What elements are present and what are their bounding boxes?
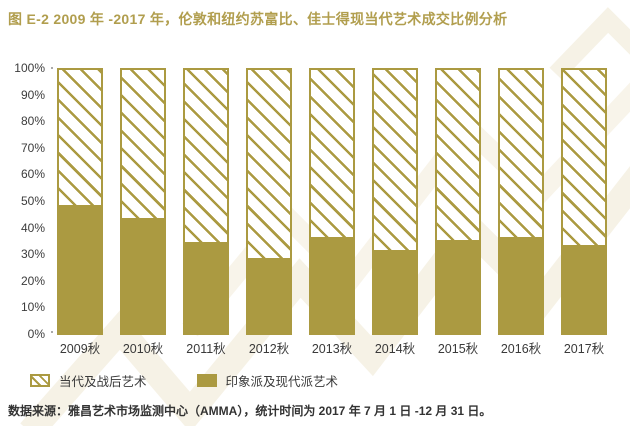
- y-axis-tick-label: 20%: [20, 273, 45, 288]
- bar-segment-hatched: [372, 68, 418, 252]
- y-axis-tick-label: 0%: [27, 327, 45, 341]
- bar-segment-solid: [435, 242, 481, 335]
- bar-segment-solid: [57, 207, 103, 335]
- bar-segment-hatched: [309, 68, 355, 239]
- y-axis-tick-label: 100%: [14, 61, 45, 75]
- y-axis-tick-label: 70%: [20, 140, 45, 155]
- legend-item-impressionist: 印象派及现代派艺术: [196, 371, 339, 390]
- y-axis-tick-label: 30%: [20, 247, 45, 262]
- bar-segment-solid: [561, 247, 607, 335]
- bar-segment-hatched: [246, 68, 292, 260]
- bar-segment-solid: [183, 244, 229, 335]
- bar-segment-hatched: [120, 68, 166, 220]
- bar-segment-hatched: [183, 68, 229, 244]
- chart-title: 图 E-2 2009 年 -2017 年，伦敦和纽约苏富比、佳士得现当代艺术成交…: [8, 11, 508, 27]
- legend-label: 当代及战后艺术: [59, 375, 147, 389]
- bar-segment-solid: [498, 239, 544, 335]
- x-axis-label: 2014秋: [374, 342, 416, 356]
- legend: 当代及战后艺术 印象派及现代派艺术: [30, 371, 338, 390]
- y-axis-tick-label: 10%: [20, 300, 45, 315]
- legend-label: 印象派及现代派艺术: [225, 375, 339, 389]
- x-axis-label: 2010秋: [122, 342, 164, 356]
- x-axis-label: 2017秋: [563, 342, 605, 356]
- y-axis-tick-label: 90%: [20, 87, 45, 102]
- bar-segment-solid: [120, 220, 166, 335]
- y-axis-tick-label: 50%: [20, 194, 45, 208]
- bar-segment-hatched: [561, 68, 607, 247]
- y-axis-tick: [51, 67, 53, 69]
- bar-2010秋: [120, 68, 166, 335]
- plot-area: [55, 68, 623, 335]
- bar-2011秋: [183, 68, 229, 335]
- hatched-swatch-icon: [30, 374, 50, 387]
- y-axis: 100% 90% 80% 70% 60% 50% 40% 30% 20% 10% 0%: [0, 62, 45, 340]
- bar-segment-solid: [246, 260, 292, 335]
- bar-segment-hatched: [498, 68, 544, 239]
- bar-2017秋: [561, 68, 607, 335]
- bar-2012秋: [246, 68, 292, 335]
- bar-segment-solid: [309, 239, 355, 335]
- x-axis-label: 2016秋: [500, 342, 542, 356]
- x-axis-label: 2011秋: [186, 342, 226, 356]
- y-axis-tick-label: 60%: [20, 167, 45, 182]
- bar-2009秋: [57, 68, 103, 335]
- bar-segment-solid: [372, 252, 418, 335]
- bar-2014秋: [372, 68, 418, 335]
- bar-segment-hatched: [435, 68, 481, 242]
- bar-2016秋: [498, 68, 544, 335]
- x-axis-label: 2012秋: [248, 342, 290, 356]
- y-axis-tick: [51, 331, 53, 333]
- bar-2015秋: [435, 68, 481, 335]
- bar-2013秋: [309, 68, 355, 335]
- solid-swatch-icon: [196, 374, 217, 387]
- x-axis: 2009秋 2010秋 2011秋 2012秋 2013秋 2014秋 2015秋 2016秋…: [55, 343, 623, 359]
- x-axis-label: 2009秋: [59, 342, 101, 356]
- x-axis-label: 2015秋: [437, 342, 479, 356]
- y-axis-tick-label: 80%: [20, 114, 45, 129]
- bar-segment-hatched: [57, 68, 103, 207]
- source-note: 数据来源：雅昌艺术市场监测中心（AMMA），统计时间为 2017 年 7 月 1…: [8, 404, 492, 418]
- y-axis-tick-label: 40%: [20, 220, 45, 235]
- legend-item-contemporary: 当代及战后艺术: [30, 371, 147, 390]
- x-axis-label: 2013秋: [311, 342, 353, 356]
